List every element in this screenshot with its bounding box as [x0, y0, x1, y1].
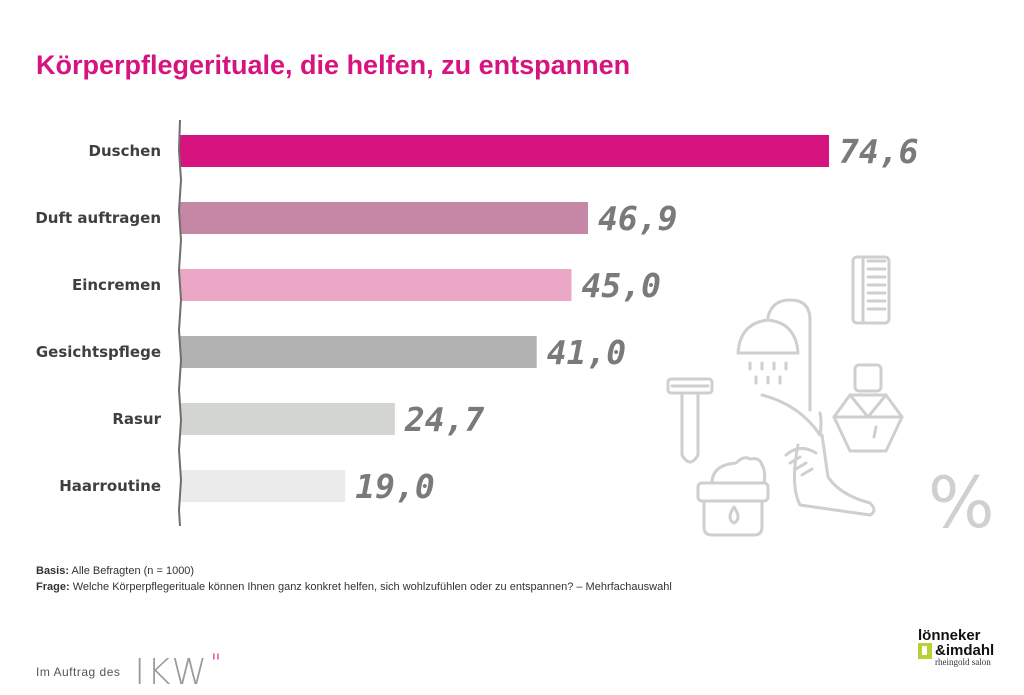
category-label: Haarroutine [59, 477, 161, 495]
razor-icon [666, 377, 714, 464]
bar [180, 403, 395, 435]
value-label: 74,6 [839, 132, 918, 171]
foot-cream-icon [760, 393, 876, 517]
percent-symbol: % [928, 462, 995, 544]
category-label: Eincremen [72, 276, 161, 294]
question-note: Frage: Welche Körperpflegerituale können… [36, 579, 672, 595]
value-label: 41,0 [547, 333, 626, 372]
logo-mark [918, 643, 932, 659]
ikw-logo-text: IKW [134, 652, 209, 693]
logo-line-2: &imdahl [935, 642, 995, 659]
bar [180, 202, 589, 234]
basis-label: Basis: [36, 565, 70, 577]
value-label: 46,9 [598, 199, 677, 238]
bar-chart: Duschen 74,6 Duft auftragen 46,9 Eincremen 45… [35, 119, 919, 527]
shower-icon [736, 298, 812, 412]
logo-line-1: lönneker [918, 627, 981, 644]
question-label: Frage: [36, 581, 70, 593]
footnotes: Basis: Alle Befragten (n = 1000) Frage: … [36, 563, 672, 595]
bar [180, 135, 830, 167]
ikw-logo-quote: " [210, 651, 224, 676]
y-axis-line [177, 119, 183, 527]
commission-text: Im Auftrag des [36, 665, 121, 679]
logo-line-3: rheingold salon [935, 657, 991, 667]
bar [180, 470, 346, 502]
bar [180, 269, 572, 301]
category-label: Duschen [89, 142, 161, 160]
category-label: Rasur [112, 410, 161, 428]
category-label: Gesichtspflege [36, 343, 161, 361]
bar [180, 336, 537, 368]
decor-icons [666, 255, 904, 537]
value-label: 19,0 [355, 467, 434, 506]
basis-note: Basis: Alle Befragten (n = 1000) [36, 563, 672, 579]
comb-icon [851, 255, 891, 325]
bars-group: Duschen 74,6 Duft auftragen 46,9 Eincremen 45… [35, 132, 918, 506]
category-label: Duft auftragen [35, 209, 161, 227]
value-label: 24,7 [404, 400, 485, 439]
cream-jar-icon [696, 456, 770, 537]
value-label: 45,0 [582, 266, 661, 305]
perfume-bottle-icon [832, 363, 904, 453]
question-text: Welche Körperpflegerituale können Ihnen … [72, 581, 672, 593]
chart-title: Körperpflegerituale, die helfen, zu ents… [36, 50, 631, 80]
basis-text: Alle Befragten (n = 1000) [71, 565, 195, 577]
ikw-logo: IKW" [134, 651, 224, 693]
footer-commission: Im Auftrag des IKW" [36, 644, 223, 693]
loenneker-imdahl-logo: lönneker &imdahl rheingold salon [918, 628, 998, 667]
